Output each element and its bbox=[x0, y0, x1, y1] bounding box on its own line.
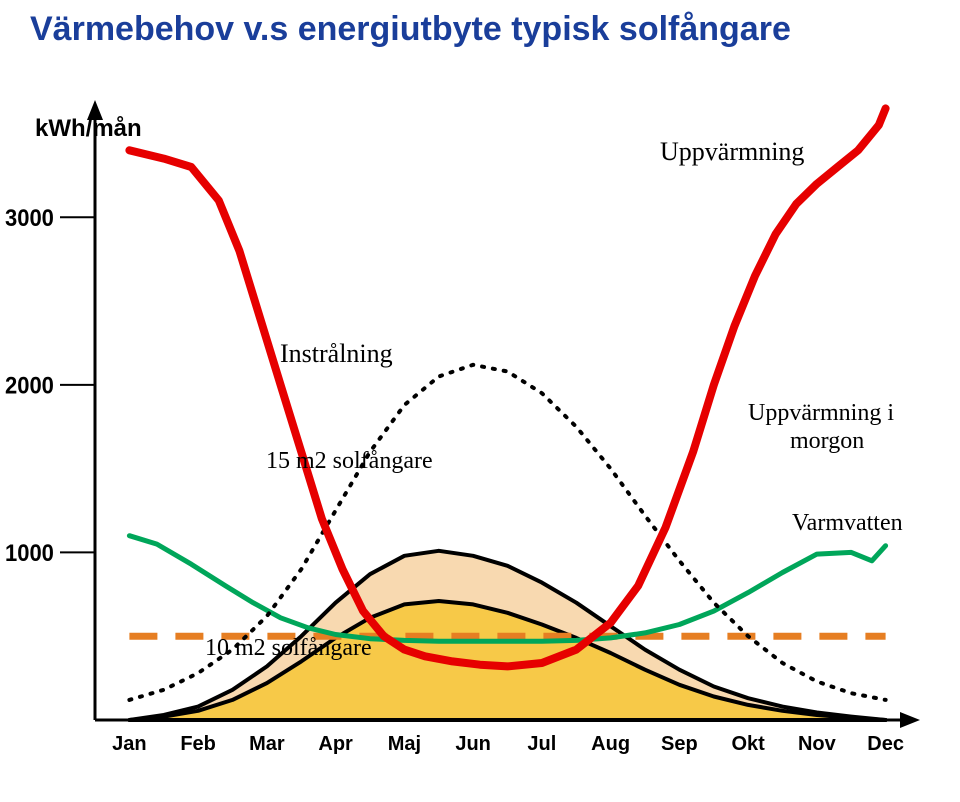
annotation-varmvatten: Varmvatten bbox=[792, 510, 903, 536]
annotation-label_15: 15 m2 solfångare bbox=[266, 448, 433, 474]
x-tick-label: Sep bbox=[661, 733, 698, 755]
x-tick-label: Aug bbox=[591, 733, 630, 755]
x-tick-label: Feb bbox=[180, 733, 216, 755]
x-tick-label: Maj bbox=[388, 733, 421, 755]
x-tick-label: Nov bbox=[798, 733, 837, 755]
x-tick-label: Mar bbox=[249, 733, 285, 755]
x-tick-label: Apr bbox=[318, 733, 353, 755]
x-axis-arrow bbox=[900, 712, 920, 728]
x-tick-label: Jan bbox=[112, 733, 146, 755]
page-title: Värmebehov v.s energiutbyte typisk solfå… bbox=[30, 10, 791, 49]
chart: 1000 2000 3000 kWh/mån Jan Feb Mar Apr Maj Jun Jul… bbox=[0, 80, 960, 790]
y-tick-label: 1000 bbox=[5, 539, 54, 566]
y-tick-label: 2000 bbox=[5, 372, 54, 399]
annotation-uppvarmning: Uppvärmning bbox=[660, 137, 804, 166]
y-tick-label: 3000 bbox=[5, 204, 54, 231]
x-tick-label: Dec bbox=[867, 733, 904, 755]
annotation-instralning: Instrålning bbox=[280, 339, 393, 368]
annotation-uppv_morgon_2: morgon bbox=[790, 428, 864, 454]
annotation-label_10: 10 m2 solfångare bbox=[205, 635, 372, 661]
chart-svg: 1000 2000 3000 kWh/mån Jan Feb Mar Apr Maj Jun Jul… bbox=[0, 80, 960, 790]
x-tick-label: Jun bbox=[455, 733, 491, 755]
y-axis-label: kWh/mån bbox=[35, 115, 142, 142]
annotation-uppv_morgon_1: Uppvärmning i bbox=[748, 400, 894, 426]
x-tick-label: Jul bbox=[527, 733, 556, 755]
x-tick-label: Okt bbox=[731, 733, 765, 755]
